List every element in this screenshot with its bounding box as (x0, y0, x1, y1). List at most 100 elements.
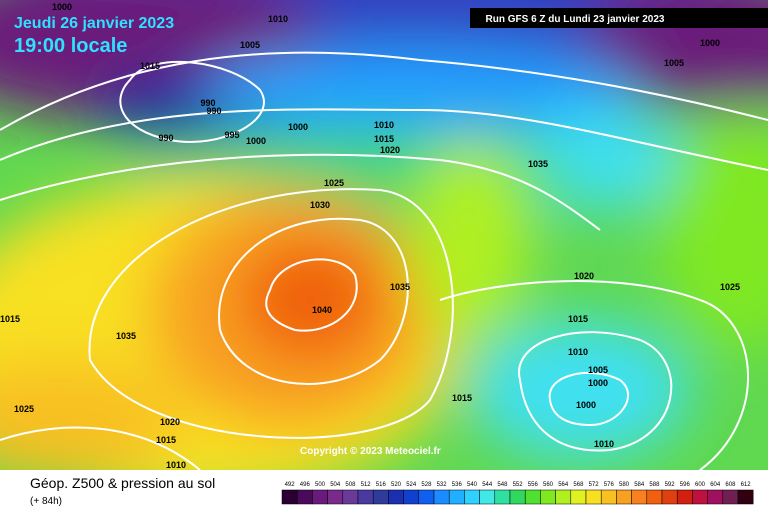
scale-swatch (616, 489, 632, 505)
isobar-label: 1035 (116, 331, 136, 341)
isobar-label: 990 (158, 133, 173, 143)
scale-label: 560 (543, 482, 554, 488)
scale-label: 500 (315, 482, 326, 488)
scale-swatch (388, 489, 404, 505)
scale-swatch (737, 489, 754, 505)
scale-swatch (646, 489, 663, 505)
scale-swatch (479, 489, 496, 505)
scale-label: 524 (406, 482, 417, 488)
map-field (0, 0, 768, 470)
scale-swatch (600, 489, 617, 505)
scale-label: 592 (665, 482, 676, 488)
scale-label: 540 (467, 482, 478, 488)
isobar-label: 1020 (380, 145, 400, 155)
scale-swatch (342, 489, 359, 505)
isobar-label: 1035 (528, 159, 548, 169)
isobar-label: 1000 (588, 378, 608, 388)
scale-label: 544 (482, 482, 493, 488)
isobar-label: 1015 (568, 314, 588, 324)
scale-label: 608 (725, 482, 736, 488)
scale-label: 584 (634, 482, 645, 488)
scale-label: 568 (573, 482, 584, 488)
isobar-label: 1015 (374, 134, 394, 144)
scale-label: 520 (391, 482, 402, 488)
isobar-label: 1010 (594, 439, 614, 449)
valid-time: 19:00 locale (14, 35, 127, 57)
isobar-label: 1030 (310, 200, 330, 210)
scale-swatch (494, 489, 511, 505)
isobar-label: 1000 (52, 2, 72, 12)
scale-swatch (555, 489, 572, 505)
scale-label: 604 (710, 482, 721, 488)
scale-swatch (357, 489, 374, 505)
scale-label: 552 (513, 482, 524, 488)
forecast-lead: (+ 84h) (30, 496, 62, 507)
scale-swatch (570, 489, 587, 505)
isobar-label: 1010 (568, 347, 588, 357)
valid-date: Jeudi 26 janvier 2023 (14, 15, 174, 32)
scale-label: 564 (558, 482, 569, 488)
footer-title: Géop. Z500 & pression au sol (30, 475, 215, 491)
isobar-label: 1015 (0, 314, 20, 324)
scale-label: 600 (695, 482, 706, 488)
scale-swatch (281, 489, 298, 505)
scale-swatch (312, 489, 328, 505)
scale-swatch (540, 489, 556, 505)
scale-label: 516 (376, 482, 387, 488)
scale-label: 512 (361, 482, 372, 488)
scale-swatch (372, 489, 389, 505)
scale-swatch (661, 489, 678, 505)
scale-swatch (403, 489, 420, 505)
isobar-label: 990 (200, 98, 215, 108)
scale-label: 572 (589, 482, 600, 488)
isobar-label: 1035 (390, 282, 410, 292)
scale-label: 528 (421, 482, 432, 488)
scale-label: 492 (285, 482, 296, 488)
isobar-label: 995 (224, 130, 239, 140)
scale-label: 612 (741, 482, 752, 488)
scale-label: 588 (649, 482, 660, 488)
isobar-label: 1000 (700, 38, 720, 48)
scale-swatch (585, 489, 602, 505)
scale-label: 508 (345, 482, 356, 488)
scale-swatch (296, 489, 313, 505)
scale-label: 580 (619, 482, 630, 488)
copyright: Copyright © 2023 Meteociel.fr (300, 446, 441, 457)
isobar-label: 1015 (452, 393, 472, 403)
isobar-label: 1010 (268, 14, 288, 24)
scale-swatch (433, 489, 450, 505)
isobar-label: 1025 (324, 178, 344, 188)
isobar-label: 1020 (574, 271, 594, 281)
isobar-label: 990 (206, 106, 221, 116)
scale-swatch (327, 489, 344, 505)
scale-swatch (631, 489, 648, 505)
scale-label: 596 (680, 482, 691, 488)
isobar-label: 1025 (14, 404, 34, 414)
isobar-label: 1000 (288, 122, 308, 132)
isobar-label: 1040 (312, 305, 332, 315)
scale-label: 576 (604, 482, 615, 488)
isobar-label: 1010 (166, 460, 186, 470)
scale-swatch (464, 489, 480, 505)
isobar-label: 1020 (160, 417, 180, 427)
scale-label: 532 (437, 482, 448, 488)
scale-label: 536 (452, 482, 463, 488)
scale-swatch (707, 489, 724, 505)
run-info: Run GFS 6 Z du Lundi 23 janvier 2023 (486, 14, 665, 25)
isobar-label: 1015 (156, 435, 176, 445)
isobar-label: 1015 (140, 61, 160, 71)
isobar-label: 1005 (664, 58, 684, 68)
isobar-label: 1005 (588, 365, 608, 375)
scale-swatch (692, 489, 708, 505)
scale-label: 548 (497, 482, 508, 488)
scale-swatch (509, 489, 526, 505)
isobar-label: 1010 (374, 120, 394, 130)
scale-label: 496 (300, 482, 311, 488)
scale-swatch (448, 489, 465, 505)
isobar-label: 1025 (720, 282, 740, 292)
isobar-label: 1000 (246, 136, 266, 146)
scale-swatch (524, 489, 541, 505)
isobar-label: 1005 (240, 40, 260, 50)
scale-label: 504 (330, 482, 341, 488)
